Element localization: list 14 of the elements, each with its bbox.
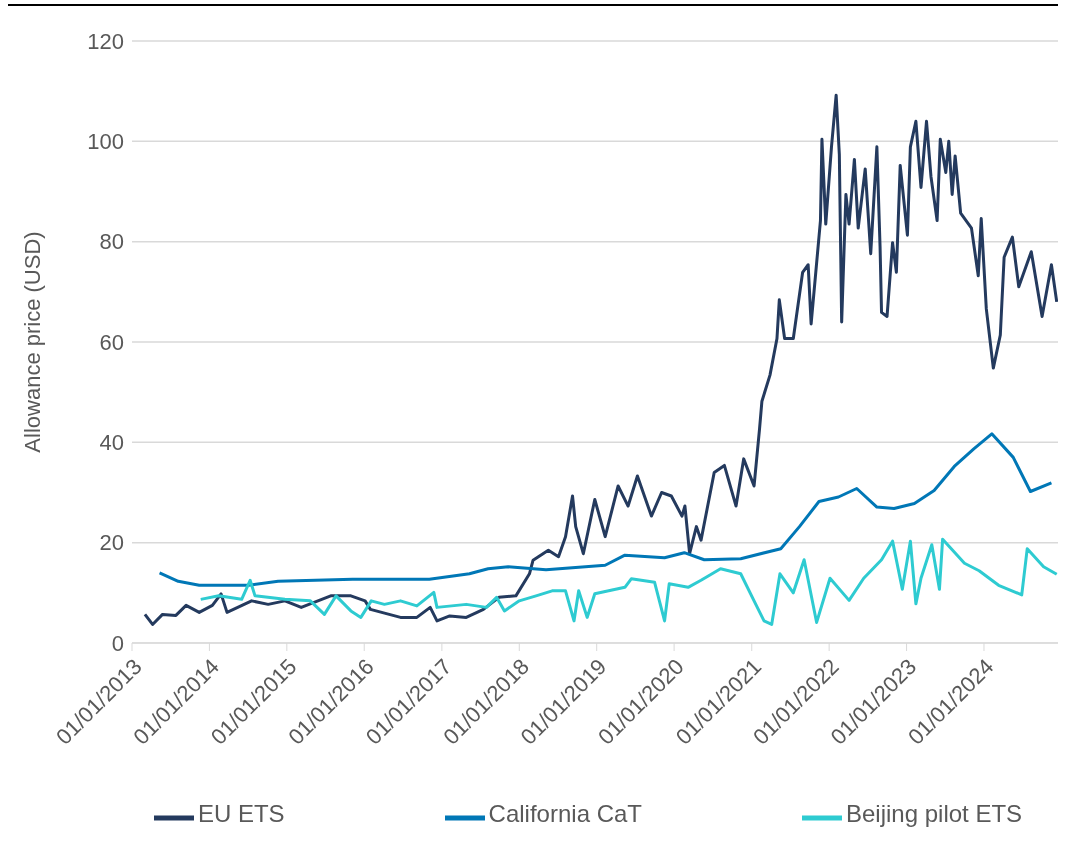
line-series — [158, 432, 1053, 587]
y-tick-label: 60 — [99, 329, 124, 355]
y-tick-label: 0 — [111, 630, 124, 656]
line-series — [199, 537, 1058, 626]
y-tick-label: 120 — [87, 28, 124, 54]
legend-label: EU ETS — [197, 800, 285, 828]
y-tick-label: 100 — [87, 129, 124, 155]
y-tick-label: 20 — [99, 530, 124, 556]
legend-label: Beijing pilot ETS — [845, 800, 1023, 828]
y-axis-title: Allowance price (USD) — [19, 231, 45, 453]
legend-label: California CaT — [488, 800, 642, 828]
y-tick-label: 80 — [99, 229, 124, 255]
line-series — [143, 93, 1058, 626]
y-tick-label: 40 — [99, 430, 124, 456]
